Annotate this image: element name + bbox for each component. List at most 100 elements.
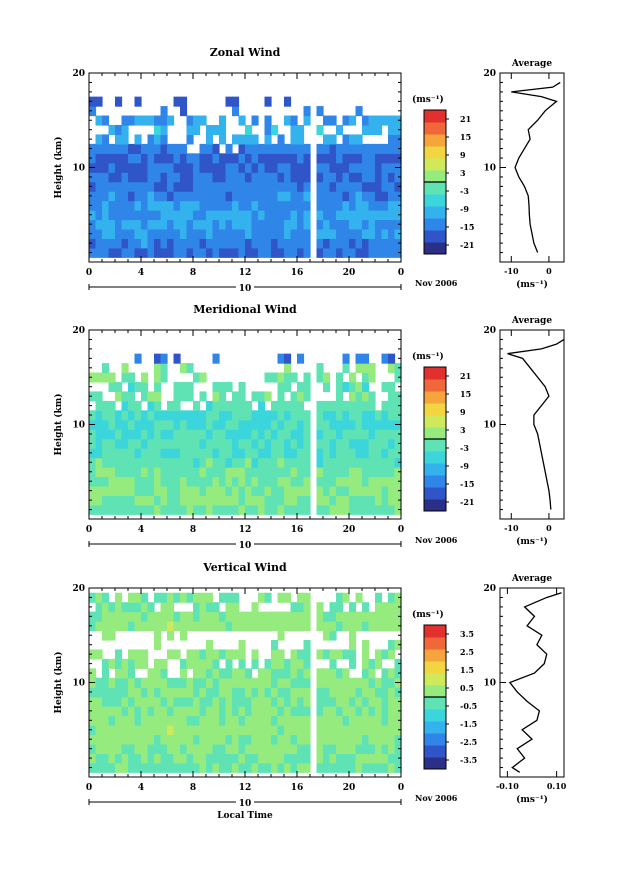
- field-cell: [199, 467, 207, 478]
- colorbar-swatch: [424, 475, 446, 488]
- field-cell: [368, 124, 376, 136]
- field-cell: [225, 172, 233, 183]
- field-cell: [264, 219, 272, 230]
- field-cell: [115, 743, 123, 754]
- field-cell: [316, 238, 324, 249]
- field-cell: [206, 602, 214, 613]
- field-cell: [186, 391, 194, 402]
- field-cell: [141, 485, 149, 496]
- field-cell: [108, 457, 116, 468]
- field-cell: [303, 677, 311, 688]
- colorbar-tick-label: 9: [460, 407, 466, 417]
- field-cell: [238, 668, 246, 679]
- field-cell: [245, 687, 253, 698]
- y-tick-label: 10: [72, 679, 85, 689]
- field-cell: [368, 400, 376, 411]
- field-cell: [264, 677, 272, 688]
- field-cell: [245, 172, 253, 183]
- field-cell: [154, 762, 162, 773]
- field-cell: [173, 191, 181, 202]
- field-cell: [258, 210, 266, 221]
- field-cell: [297, 602, 305, 613]
- field-cell: [329, 734, 337, 745]
- field-cell: [95, 228, 103, 239]
- colorbar: 3.52.51.50.5-0.5-1.5-2.5-3.5: [423, 624, 477, 770]
- field-cell: [89, 448, 97, 459]
- field-cell: [167, 143, 175, 154]
- field-cell: [134, 734, 142, 745]
- colorbar-swatch: [424, 379, 446, 392]
- field-cell: [284, 495, 292, 506]
- field-cell: [121, 621, 129, 632]
- field-cell: [199, 410, 207, 421]
- field-cell: [284, 476, 292, 487]
- field-cell: [173, 400, 181, 411]
- field-cell: [160, 438, 168, 449]
- field-cell: [342, 419, 350, 430]
- colorbar-tick-label: 3.5: [460, 629, 474, 639]
- field-cell: [121, 743, 129, 754]
- field-cell: [316, 419, 324, 430]
- field-cell: [342, 381, 350, 393]
- field-cell: [258, 725, 266, 736]
- field-cell: [271, 715, 279, 726]
- field-cell: [251, 504, 259, 515]
- field-cell: [264, 162, 272, 173]
- field-cell: [121, 172, 129, 183]
- field-cell: [238, 143, 246, 154]
- field-cell: [154, 658, 162, 669]
- field-cell: [342, 467, 350, 478]
- field-cell: [173, 476, 181, 487]
- field-cell: [355, 210, 363, 221]
- field-cell: [193, 410, 201, 421]
- field-cell: [284, 504, 292, 515]
- field-cell: [264, 134, 272, 145]
- field-cell: [128, 172, 136, 183]
- field-cell: [206, 419, 214, 430]
- field-cell: [173, 621, 181, 632]
- field-cell: [232, 106, 240, 117]
- field-cell: [134, 228, 142, 239]
- field-cell: [264, 658, 272, 669]
- colorbar-tick-label: 15: [460, 132, 471, 142]
- field-cell: [173, 181, 181, 192]
- field-cell: [258, 611, 266, 622]
- colorbar-tick-label: -1.5: [460, 719, 477, 729]
- field-cell: [193, 504, 201, 515]
- field-cell: [167, 485, 175, 496]
- field-cell: [186, 238, 194, 249]
- field-cell: [238, 658, 246, 669]
- field-cell: [108, 677, 116, 688]
- field-cell: [199, 485, 207, 496]
- field-cell: [388, 687, 396, 698]
- field-cell: [89, 592, 97, 603]
- field-cell: [238, 734, 246, 745]
- date-label-bg: [236, 282, 254, 292]
- field-cell: [128, 658, 136, 669]
- field-cell: [128, 592, 136, 603]
- field-cell: [349, 400, 357, 411]
- field-cell: [199, 658, 207, 669]
- field-cell: [323, 715, 331, 726]
- field-cell: [329, 668, 337, 679]
- field-cell: [349, 228, 357, 239]
- field-cell: [258, 238, 266, 249]
- field-cell: [381, 734, 389, 745]
- field-cell: [108, 143, 116, 154]
- field-cell: [219, 725, 227, 736]
- field-cell: [115, 621, 123, 632]
- field-cell: [160, 448, 168, 459]
- field-cell: [102, 658, 110, 669]
- field-cell: [381, 181, 389, 192]
- colorbar-swatch: [424, 194, 446, 207]
- field-cell: [141, 706, 149, 717]
- field-cell: [147, 247, 155, 258]
- field-cell: [336, 592, 344, 603]
- field-cell: [271, 485, 279, 496]
- field-cell: [219, 611, 227, 622]
- field-cell: [199, 200, 207, 211]
- field-cell: [225, 495, 233, 506]
- field-cell: [297, 429, 305, 440]
- field-cell: [284, 658, 292, 669]
- field-cell: [251, 219, 259, 230]
